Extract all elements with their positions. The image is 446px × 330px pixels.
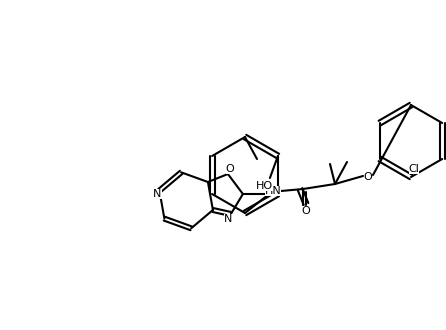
Text: N: N	[153, 189, 161, 199]
Text: O: O	[226, 164, 234, 174]
Text: HO: HO	[256, 181, 273, 191]
Text: HN: HN	[264, 186, 281, 196]
Text: O: O	[363, 172, 372, 182]
Text: O: O	[301, 206, 310, 216]
Text: N: N	[224, 214, 232, 224]
Text: Cl: Cl	[409, 164, 419, 174]
